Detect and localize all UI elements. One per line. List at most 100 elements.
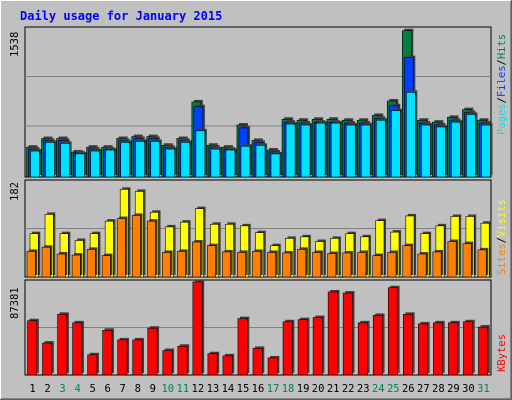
pages-bar xyxy=(150,141,161,178)
pages-bar xyxy=(481,124,491,178)
kbytes-bar xyxy=(372,315,383,376)
sites-bar xyxy=(86,249,96,278)
sites-bar xyxy=(312,252,322,278)
pages-bar xyxy=(270,153,281,178)
kbytes-bar xyxy=(448,322,459,376)
sites-bar xyxy=(41,246,51,278)
x-tick-label: 1 xyxy=(29,383,35,395)
pages-bar xyxy=(60,143,70,178)
pages-bar xyxy=(255,144,266,178)
kbytes-bar xyxy=(433,322,443,376)
kbytes-bar xyxy=(42,342,53,376)
sites-bar xyxy=(71,254,81,278)
kbytes-bar xyxy=(237,318,248,376)
sites-bar xyxy=(101,255,111,278)
sites-bar xyxy=(267,252,277,278)
x-tick-label: 6 xyxy=(105,383,111,395)
pages-bar xyxy=(165,148,176,178)
x-tick-label: 2 xyxy=(44,383,50,395)
kbytes-bar xyxy=(57,314,68,376)
x-tick-label: 14 xyxy=(222,383,235,395)
x-tick-label: 15 xyxy=(237,383,250,395)
x-tick-label: 12 xyxy=(192,383,205,395)
kbytes-bar xyxy=(418,323,428,376)
x-tick-label: 17 xyxy=(267,383,280,395)
kbytes-bar xyxy=(267,357,278,376)
x-tick-label: 29 xyxy=(447,383,460,395)
sites-bar xyxy=(387,252,397,278)
pages-bar xyxy=(360,124,371,178)
sites-bar xyxy=(372,255,382,278)
legend-files: Files xyxy=(496,65,508,97)
legend-sep-3: / xyxy=(496,237,508,243)
kbytes-bar xyxy=(177,345,188,376)
x-tick-label: 31 xyxy=(477,383,490,395)
kbytes-bar xyxy=(72,322,83,376)
x-tick-label: 20 xyxy=(312,383,325,395)
x-tick-label: 11 xyxy=(177,383,190,395)
x-tick-label: 16 xyxy=(252,383,265,395)
kbytes-bar xyxy=(342,292,353,376)
x-axis-labels: 1 2 3 4 5 6 7 8 9 10 11 12 13 14 15 16 17 18 19 20 21 22 23 24 2… xyxy=(29,383,489,395)
pages-bar xyxy=(466,114,476,178)
x-tick-label: 13 xyxy=(207,383,220,395)
x-tick-label: 25 xyxy=(387,383,400,395)
chart-title: Daily usage for January 2015 xyxy=(20,9,222,23)
sites-bar xyxy=(192,241,201,278)
sites-bar xyxy=(116,218,126,278)
x-tick-label: 30 xyxy=(462,383,475,395)
legend-kbytes: KBytes xyxy=(496,334,508,372)
x-tick-label: 8 xyxy=(135,383,141,395)
pages-bar xyxy=(436,126,446,178)
pages-bar xyxy=(330,122,341,178)
panel1-legend: Pages/Files/Hits xyxy=(496,34,508,135)
sites-bar xyxy=(282,252,292,278)
sites-bar xyxy=(477,249,487,278)
sites-bar xyxy=(357,252,367,278)
pages-bar xyxy=(195,130,206,178)
x-tick-label: 4 xyxy=(74,383,80,395)
x-tick-label: 21 xyxy=(327,383,340,395)
kbytes-bar xyxy=(132,339,143,376)
legend-visits: Visits xyxy=(496,199,508,237)
panel3-ymax-label: 87381 xyxy=(9,287,21,319)
sites-bar xyxy=(327,253,337,278)
kbytes-bar xyxy=(282,321,293,376)
pages-bar xyxy=(225,149,236,178)
sites-bar xyxy=(237,252,247,278)
panel2-ymax-label: 182 xyxy=(9,182,21,201)
panel1-ymax-label: 1538 xyxy=(9,32,21,57)
sites-bar xyxy=(297,249,307,278)
kbytes-bar xyxy=(102,329,113,376)
x-tick-label: 3 xyxy=(59,383,65,395)
pages-bar xyxy=(120,142,131,178)
x-tick-label: 26 xyxy=(402,383,415,395)
pages-bar xyxy=(345,124,356,178)
pages-bar xyxy=(285,123,296,178)
plot-areas xyxy=(24,26,493,376)
sites-bar xyxy=(56,253,66,278)
kbytes-bar xyxy=(207,353,218,376)
sites-bar xyxy=(417,253,427,278)
kbytes-bar xyxy=(147,327,158,376)
sites-bar xyxy=(222,251,231,278)
panel2-legend: Sites/Visits xyxy=(496,199,508,275)
x-tick-label: 5 xyxy=(89,383,95,395)
pages-bar xyxy=(315,122,326,178)
pages-bar xyxy=(406,92,416,178)
kbytes-bar xyxy=(162,350,173,376)
pages-bar xyxy=(180,142,191,178)
sites-bar xyxy=(432,251,442,278)
kbytes-bar xyxy=(327,291,338,376)
sites-bar xyxy=(342,252,352,278)
pages-bar xyxy=(75,153,85,178)
kbytes-bar xyxy=(478,326,489,376)
pages-bar xyxy=(45,142,55,178)
legend-hits: Hits xyxy=(496,34,508,59)
x-tick-label: 19 xyxy=(297,383,310,395)
kbytes-bar xyxy=(222,355,233,376)
sites-bar xyxy=(131,215,141,278)
legend-sep-2: / xyxy=(496,59,508,65)
pages-bar xyxy=(421,124,431,178)
